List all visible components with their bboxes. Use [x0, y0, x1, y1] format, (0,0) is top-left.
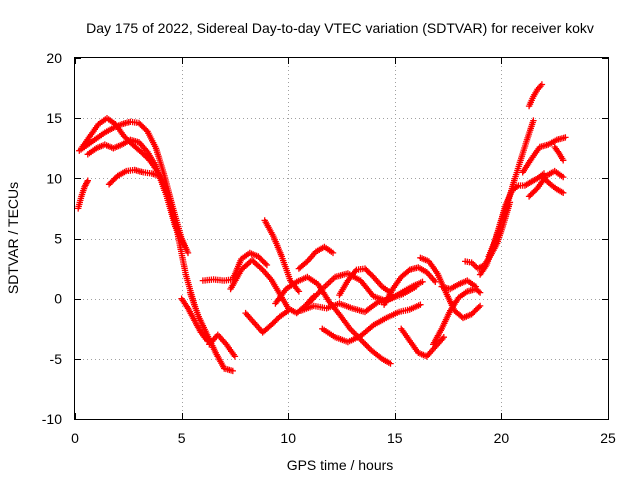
data-point-markers: [272, 273, 394, 367]
series-track-27: [519, 134, 569, 176]
data-point-markers: [519, 134, 569, 176]
y-tick-label: -10: [42, 411, 62, 427]
series-track-7: [186, 289, 236, 375]
data-point-markers: [206, 331, 239, 360]
series-track-6: [178, 295, 211, 344]
series-track-20: [398, 325, 447, 360]
axis-layer: 0 5 10 15 20 25 -10 -5 0 5 10 15 20: [42, 50, 616, 446]
series-track-31: [551, 143, 567, 164]
data-point-markers: [105, 166, 198, 308]
x-axis-label: GPS time / hours: [287, 457, 394, 473]
series-track-19: [380, 264, 439, 308]
data-point-markers: [485, 117, 537, 260]
series-track-30: [540, 175, 567, 196]
series-track-14: [272, 273, 394, 367]
data-point-markers: [186, 289, 236, 375]
grid-layer: [75, 58, 608, 419]
series-track-5: [75, 177, 91, 212]
x-tick-label: 10: [280, 430, 296, 446]
data-point-markers: [398, 325, 447, 360]
data-point-markers: [417, 254, 484, 322]
x-tick-label: 0: [71, 430, 79, 446]
series-track-10: [227, 257, 317, 317]
data-point-markers: [319, 301, 424, 346]
series-track-2: [78, 115, 187, 248]
series-track-11: [242, 307, 292, 336]
series-track-22: [430, 285, 484, 348]
y-tick-label: 20: [46, 50, 62, 66]
data-point-markers: [75, 177, 91, 212]
plot-frame: [74, 57, 609, 420]
data-point-markers: [380, 264, 439, 308]
series-track-9: [199, 249, 271, 284]
data-point-markers: [227, 257, 317, 317]
data-point-markers: [438, 277, 479, 293]
y-tick-label: 5: [54, 231, 62, 247]
y-tick-label: -5: [50, 351, 63, 367]
data-point-markers: [199, 249, 271, 284]
data-point-markers: [540, 175, 567, 196]
data-point-markers: [178, 295, 211, 344]
data-point-markers: [242, 307, 292, 336]
y-tick-label: 0: [54, 291, 62, 307]
x-tick-label: 15: [387, 430, 403, 446]
y-tick-label: 15: [46, 110, 62, 126]
y-tick-label: 10: [46, 170, 62, 186]
data-point-markers: [78, 115, 187, 248]
series-track-26: [485, 117, 537, 260]
series-track-4: [105, 166, 198, 308]
data-point-markers: [295, 243, 337, 272]
data-point-markers: [525, 167, 567, 200]
series-track-16: [319, 301, 424, 346]
data-point-markers: [525, 81, 546, 110]
series-track-18: [336, 265, 394, 299]
x-tick-label: 20: [494, 430, 510, 446]
series-track-23: [438, 277, 479, 293]
series-track-29: [525, 81, 546, 110]
marks-layer: [75, 81, 569, 375]
x-tick-label: 5: [178, 430, 186, 446]
chart-title: Day 175 of 2022, Sidereal Day-to-day VTE…: [86, 20, 594, 36]
y-axis-label: SDTVAR / TECUs: [5, 182, 21, 294]
series-track-17: [306, 270, 426, 306]
data-point-markers: [306, 270, 426, 306]
series-track-13: [295, 243, 337, 272]
series-track-8: [206, 331, 239, 360]
data-point-markers: [551, 143, 567, 164]
data-point-markers: [430, 285, 484, 348]
series-track-21: [417, 254, 484, 322]
series-track-28: [525, 167, 567, 200]
data-point-markers: [336, 265, 394, 299]
x-tick-label: 25: [600, 430, 616, 446]
